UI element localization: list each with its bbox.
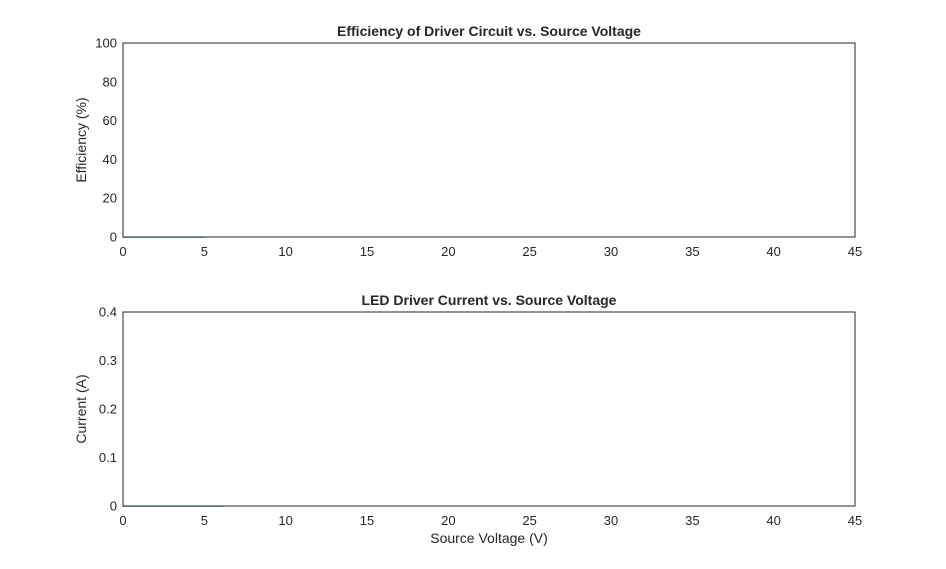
x-tick-label: 40 [766, 244, 780, 259]
x-tick-label: 10 [278, 244, 292, 259]
x-tick-label: 40 [766, 513, 780, 528]
x-tick-label: 30 [604, 244, 618, 259]
y-tick-label: 0.3 [99, 353, 117, 368]
x-tick-label: 5 [201, 244, 208, 259]
y-axis-label: Efficiency (%) [73, 97, 89, 182]
y-tick-label: 0.4 [99, 305, 117, 320]
x-tick-label: 20 [441, 244, 455, 259]
y-tick-label: 0.1 [99, 450, 117, 465]
axes-box [122, 42, 856, 238]
x-tick-label: 20 [441, 513, 455, 528]
x-tick-label: 45 [848, 513, 862, 528]
y-tick-label: 0 [110, 499, 117, 514]
y-tick-label: 60 [103, 113, 117, 128]
x-tick-label: 25 [522, 513, 536, 528]
x-tick-label: 30 [604, 513, 618, 528]
x-tick-label: 15 [360, 513, 374, 528]
x-axis-label: Source Voltage (V) [430, 530, 548, 546]
x-tick-label: 35 [685, 513, 699, 528]
axes-box [122, 311, 856, 507]
x-tick-label: 0 [119, 513, 126, 528]
x-tick-label: 5 [201, 513, 208, 528]
y-tick-label: 0.2 [99, 402, 117, 417]
chart-panel-2: 0 5 10 15 20 25 30 35 40 45 0 0.1 0.2 0.3 0.4 LED Drive… [73, 292, 862, 546]
y-tick-label: 100 [95, 36, 117, 51]
y-tick-label: 20 [103, 191, 117, 206]
x-tick-label: 0 [119, 244, 126, 259]
chart-title: Efficiency of Driver Circuit vs. Source … [337, 23, 641, 39]
y-tick-label: 0 [110, 230, 117, 245]
y-tick-label: 40 [103, 152, 117, 167]
x-tick-label: 35 [685, 244, 699, 259]
y-axis-label: Current (A) [73, 374, 89, 443]
chart-title: LED Driver Current vs. Source Voltage [362, 292, 617, 308]
chart-panel-1: 0 5 10 15 20 25 30 35 40 45 0 20 40 60 80 100 Efficiency… [73, 23, 862, 259]
y-tick-label: 80 [103, 74, 117, 89]
x-tick-label: 25 [522, 244, 536, 259]
x-tick-label: 15 [360, 244, 374, 259]
x-tick-label: 45 [848, 244, 862, 259]
x-tick-label: 10 [278, 513, 292, 528]
